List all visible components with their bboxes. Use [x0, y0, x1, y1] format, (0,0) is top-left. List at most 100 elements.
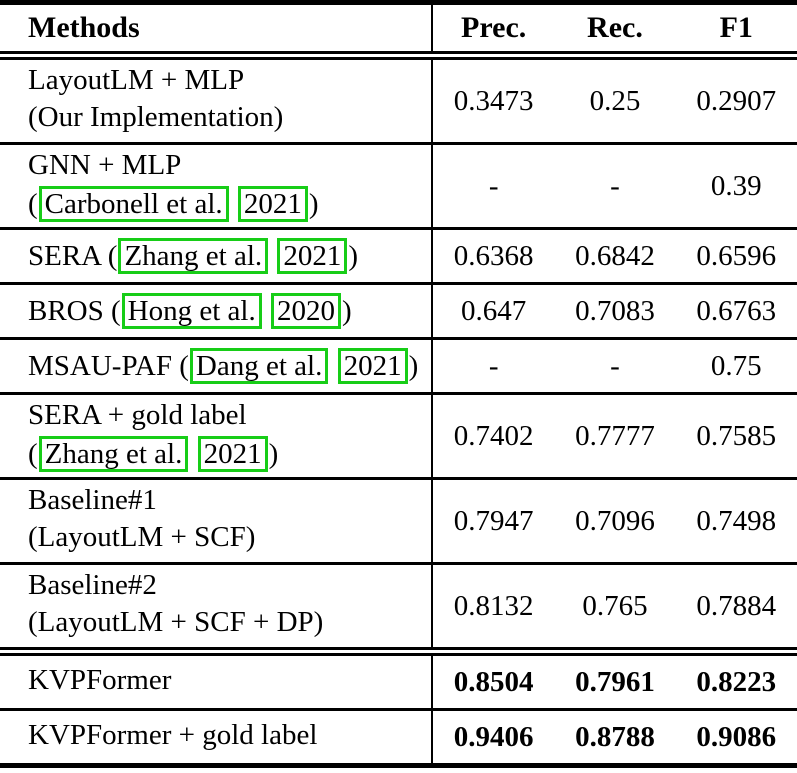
method-line: SERA + gold label — [28, 399, 431, 436]
method-text: (LayoutLM + SCF) — [28, 521, 256, 553]
method-text: ) — [308, 188, 319, 220]
value-cell: 0.6596 — [696, 239, 777, 272]
method-text: MSAU-PAF ( — [28, 349, 189, 382]
method-text — [269, 240, 276, 273]
citation-link-box[interactable]: 2021 — [197, 436, 268, 473]
method-text: SERA ( — [28, 239, 118, 272]
table-row: SERA + gold label (Zhang et al. 2021) 0.74… — [0, 395, 797, 477]
value-cell: 0.75 — [710, 349, 762, 382]
value-cell: 0.9086 — [696, 720, 777, 753]
method-cell: SERA (Zhang et al. 2021) — [0, 230, 433, 282]
table-row: LayoutLM + MLP (Our Implementation) 0.3473… — [0, 60, 797, 142]
method-line: LayoutLM + MLP — [28, 64, 431, 101]
row-separator-rule — [0, 562, 797, 565]
row-separator-rule — [0, 142, 797, 145]
header-f1-cell: F1 — [676, 5, 797, 51]
value-cell: - — [488, 169, 499, 202]
citation-link-box[interactable]: 2020 — [270, 292, 341, 329]
method-line: KVPFormer — [28, 664, 431, 701]
value-cell: 0.8223 — [696, 665, 777, 698]
method-text: ) — [348, 239, 359, 272]
citation-link-box[interactable]: Hong et al. — [121, 292, 262, 329]
value-cell: 0.3473 — [453, 84, 534, 117]
citation-link-box[interactable]: Dang et al. — [189, 347, 329, 384]
header-prec-cell: Prec. — [433, 5, 554, 51]
method-line: (Carbonell et al. 2021) — [28, 186, 431, 223]
header-f1-label: F1 — [719, 11, 753, 44]
value-cell: 0.647 — [461, 294, 527, 327]
value-cell: - — [610, 349, 620, 382]
value-cell: 0.7884 — [696, 589, 777, 622]
citation-link-box[interactable]: 2021 — [277, 237, 348, 274]
value-cell: 0.7777 — [575, 419, 655, 452]
row-separator-rule — [0, 337, 797, 340]
method-line: GNN + MLP — [28, 149, 431, 186]
method-text — [189, 438, 196, 471]
value-cell: 0.7585 — [696, 419, 777, 452]
method-text — [329, 350, 336, 383]
value-cell: 0.39 — [710, 169, 762, 202]
method-line: (LayoutLM + SCF) — [28, 521, 431, 558]
method-cell: Baseline#1 (LayoutLM + SCF) — [0, 480, 433, 562]
value-cell: 0.8132 — [453, 589, 534, 622]
value-cell: - — [488, 349, 499, 382]
method-text: SERA + gold label — [28, 399, 247, 431]
value-cell: 0.6763 — [696, 294, 777, 327]
method-text: Baseline#2 — [28, 569, 157, 601]
value-cell: 0.8504 — [453, 665, 534, 698]
method-line: Baseline#1 — [28, 484, 431, 521]
method-line: (Our Implementation) — [28, 101, 431, 138]
value-cell: 0.9406 — [453, 720, 534, 753]
method-text: Baseline#1 — [28, 484, 157, 516]
header-separator-double-rule — [0, 51, 797, 60]
row-separator-rule — [0, 477, 797, 480]
method-line: BROS (Hong et al. 2020) — [28, 292, 431, 330]
method-cell: SERA + gold label (Zhang et al. 2021) — [0, 395, 433, 477]
method-cell: MSAU-PAF (Dang et al. 2021) — [0, 340, 433, 392]
table-body: LayoutLM + MLP (Our Implementation) 0.3473… — [0, 60, 797, 768]
method-text — [263, 295, 270, 328]
value-cell: 0.7947 — [453, 504, 534, 537]
citation-link-box[interactable]: 2021 — [337, 347, 408, 384]
method-line: SERA (Zhang et al. 2021) — [28, 237, 431, 275]
method-text: KVPFormer — [28, 663, 172, 696]
table-header-row: Methods Prec. Rec. F1 — [0, 5, 797, 51]
value-cell: 0.7083 — [575, 294, 655, 327]
value-cell: - — [610, 169, 620, 202]
citation-link-box[interactable]: 2021 — [237, 186, 308, 223]
method-text: (LayoutLM + SCF + DP) — [28, 606, 324, 638]
header-prec-label: Prec. — [461, 11, 527, 44]
table-row: KVPFormer + gold label 0.9406 0.8788 0.9086 — [0, 711, 797, 763]
method-cell: KVPFormer — [0, 656, 433, 708]
table-row: KVPFormer 0.8504 0.7961 0.8223 — [0, 656, 797, 708]
method-text: BROS ( — [28, 294, 121, 327]
value-cell: 0.2907 — [696, 84, 777, 117]
method-cell: BROS (Hong et al. 2020) — [0, 285, 433, 337]
citation-link-box[interactable]: Zhang et al. — [118, 237, 269, 274]
method-text: ) — [408, 349, 419, 382]
table-row: Baseline#1 (LayoutLM + SCF) 0.7947 0.7096 0.… — [0, 480, 797, 562]
value-cell: 0.7402 — [453, 419, 534, 452]
method-text: GNN + MLP — [28, 149, 182, 181]
method-cell: Baseline#2 (LayoutLM + SCF + DP) — [0, 565, 433, 647]
header-rec-cell: Rec. — [554, 5, 675, 51]
method-text: ( — [28, 438, 38, 470]
method-cell: KVPFormer + gold label — [0, 711, 433, 763]
method-line: KVPFormer + gold label — [28, 719, 431, 756]
method-text: LayoutLM + MLP — [28, 64, 245, 96]
row-separator-rule — [0, 708, 797, 711]
value-cell: 0.6368 — [453, 239, 534, 272]
header-rec-label: Rec. — [587, 11, 643, 44]
citation-link-box[interactable]: Carbonell et al. — [38, 186, 229, 223]
table-row: GNN + MLP (Carbonell et al. 2021) - - 0.39 — [0, 145, 797, 227]
method-text: (Our Implementation) — [28, 101, 284, 133]
table-row: MSAU-PAF (Dang et al. 2021) - - 0.75 — [0, 340, 797, 392]
header-methods-label: Methods — [28, 11, 140, 44]
method-cell: LayoutLM + MLP (Our Implementation) — [0, 60, 433, 142]
section-separator-double-rule — [0, 647, 797, 656]
table-row: SERA (Zhang et al. 2021) 0.6368 0.6842 0.65… — [0, 230, 797, 282]
citation-link-box[interactable]: Zhang et al. — [38, 436, 189, 473]
method-line: Baseline#2 — [28, 569, 431, 606]
row-separator-rule — [0, 282, 797, 285]
